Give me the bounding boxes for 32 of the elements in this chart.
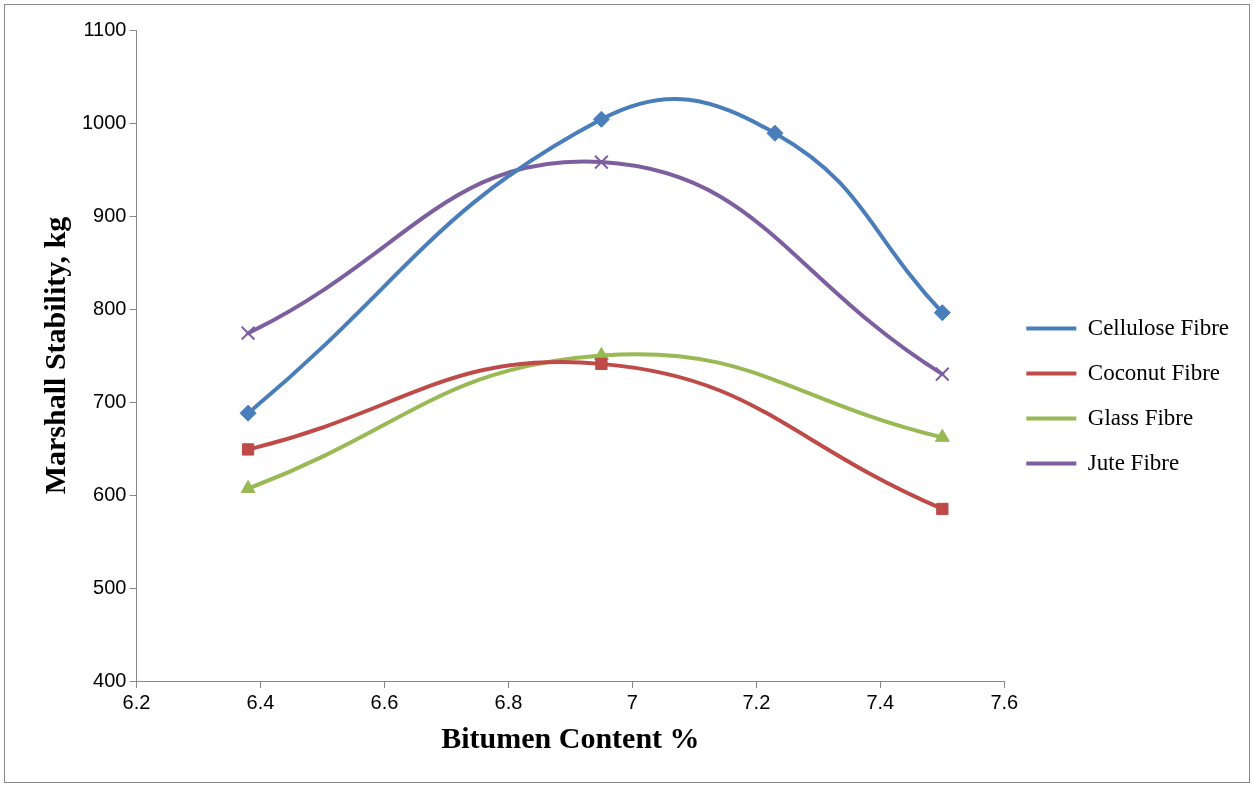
legend-label: Coconut Fibre <box>1087 359 1221 385</box>
y-tick-label: 800 <box>93 296 127 319</box>
point <box>239 404 257 422</box>
point <box>592 110 610 128</box>
x-tick-label: 7 <box>626 690 638 713</box>
y-tick-label: 500 <box>93 575 127 598</box>
x-tick-label: 7.4 <box>866 690 895 713</box>
point <box>934 366 950 382</box>
x-tick-label: 6.4 <box>246 690 275 713</box>
x-tick-label: 7.6 <box>990 690 1019 713</box>
y-tick-label: 900 <box>93 203 127 226</box>
legend-label: Jute Fibre <box>1087 449 1180 475</box>
x-axis-title: Bitumen Content % <box>441 720 700 754</box>
x-tick-label: 6.2 <box>122 690 151 713</box>
y-tick-label: 1000 <box>81 110 127 133</box>
legend-label: Glass Fibre <box>1087 404 1194 430</box>
point <box>936 502 949 516</box>
y-tick-label: 700 <box>93 389 127 412</box>
legend-label: Cellulose Fibre <box>1087 314 1230 340</box>
y-tick-label: 400 <box>93 668 127 691</box>
y-axis-title: Marshall Stability, kg <box>37 216 71 495</box>
point <box>594 154 609 170</box>
point <box>240 325 256 341</box>
x-tick-label: 6.6 <box>370 690 399 713</box>
y-tick-label: 600 <box>93 482 127 505</box>
point <box>241 443 255 456</box>
point <box>595 357 608 371</box>
point <box>933 304 951 322</box>
y-tick-label: 1100 <box>83 17 127 40</box>
x-tick-label: 6.8 <box>494 690 523 713</box>
point <box>766 124 784 142</box>
x-tick-label: 7.2 <box>742 690 771 713</box>
